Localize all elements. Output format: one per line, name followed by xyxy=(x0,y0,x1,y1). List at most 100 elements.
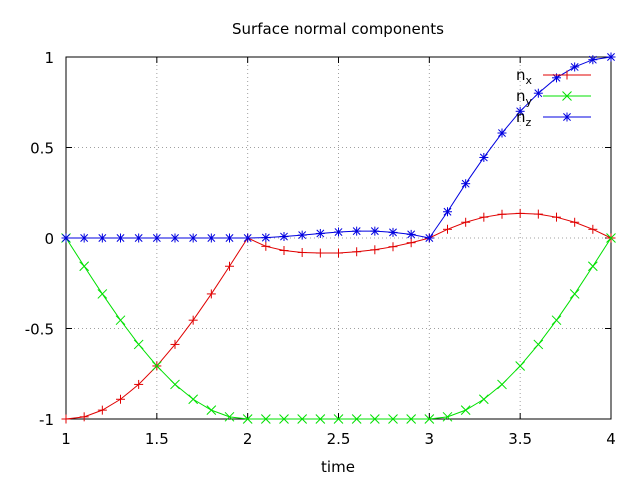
x-tick-label: 3 xyxy=(425,430,435,448)
data-point-z xyxy=(497,128,507,138)
data-point-x xyxy=(461,217,471,227)
data-point-z xyxy=(61,233,71,243)
data-point-x xyxy=(170,339,180,349)
x-tick-label: 4 xyxy=(606,430,616,448)
x-axis-label: time xyxy=(321,458,355,476)
data-point-y xyxy=(170,379,180,390)
data-point-x xyxy=(279,245,289,255)
data-point-x xyxy=(188,315,198,325)
data-point-y xyxy=(424,414,435,424)
data-point-z xyxy=(134,233,144,243)
data-point-y xyxy=(533,339,544,350)
data-point-z xyxy=(570,62,580,72)
data-point-z xyxy=(533,88,543,98)
data-point-y xyxy=(587,261,598,272)
data-point-z xyxy=(406,229,416,239)
data-point-z xyxy=(297,230,307,240)
data-point-y xyxy=(224,411,235,422)
data-point-z xyxy=(116,233,125,243)
data-point-z xyxy=(370,226,380,236)
data-point-z xyxy=(188,233,198,243)
series-z xyxy=(61,52,616,243)
x-tick-label: 1 xyxy=(61,430,71,448)
legend-entry-x: nx xyxy=(516,66,591,87)
data-point-x xyxy=(515,208,525,218)
legend-label: ny xyxy=(516,87,533,108)
data-point-x xyxy=(588,224,598,234)
data-point-y xyxy=(606,233,616,243)
data-point-x xyxy=(370,245,380,255)
data-point-x xyxy=(479,212,489,222)
data-point-z xyxy=(388,227,398,237)
legend-label: nz xyxy=(516,108,532,129)
data-point-y xyxy=(497,379,507,390)
legend-marker xyxy=(562,70,572,80)
x-tick-label: 3.5 xyxy=(508,430,532,448)
data-point-z xyxy=(152,233,162,243)
data-point-z xyxy=(588,55,598,65)
data-point-x xyxy=(297,247,307,257)
tick-labels: 1 1.5 2 2.5 3 3.5 4 -1 -0.5 0 0.5 1 xyxy=(25,49,616,448)
data-point-y xyxy=(260,414,271,424)
data-point-x xyxy=(261,241,271,251)
data-point-x xyxy=(225,261,234,271)
data-point-x xyxy=(315,248,325,258)
data-point-x xyxy=(206,289,216,299)
data-point-y xyxy=(478,394,489,405)
data-point-y xyxy=(115,315,126,326)
data-point-y xyxy=(388,414,398,424)
legend-entry-y: ny xyxy=(516,87,591,108)
data-point-z xyxy=(461,179,471,189)
data-point-x xyxy=(61,414,71,424)
y-tick-label: 1 xyxy=(44,49,54,67)
y-tick-label: 0 xyxy=(44,230,54,248)
series-line-x xyxy=(65,212,612,420)
data-point-y xyxy=(369,414,380,424)
data-point-y xyxy=(151,361,162,371)
data-point-z xyxy=(261,233,271,243)
data-point-x xyxy=(497,209,507,219)
data-point-z xyxy=(79,233,89,243)
y-tick-label: -1 xyxy=(39,411,54,429)
data-point-y xyxy=(460,405,471,415)
data-point-z xyxy=(97,233,107,243)
data-point-y xyxy=(406,414,417,424)
data-point-x xyxy=(552,212,561,222)
data-point-z xyxy=(443,207,452,217)
data-point-y xyxy=(333,414,344,424)
y-tick-label: -0.5 xyxy=(25,321,54,339)
series-y xyxy=(61,233,616,424)
x-tick-label: 2.5 xyxy=(327,430,351,448)
data-point-y xyxy=(242,414,253,424)
data-point-z xyxy=(479,152,489,162)
data-point-y xyxy=(206,405,217,415)
data-point-y xyxy=(569,289,580,299)
data-point-z xyxy=(279,232,289,242)
legend-marker xyxy=(562,112,572,122)
data-point-x xyxy=(97,405,107,415)
data-point-x xyxy=(388,242,398,252)
data-point-x xyxy=(352,247,362,257)
data-point-z xyxy=(424,233,434,243)
data-point-x xyxy=(334,248,343,258)
data-point-z xyxy=(315,228,325,238)
data-point-z xyxy=(606,52,616,62)
data-point-x xyxy=(533,209,543,219)
series-layer xyxy=(61,52,616,424)
legend-marker xyxy=(562,91,572,101)
data-point-x xyxy=(134,379,144,389)
data-point-y xyxy=(279,414,289,424)
data-point-y xyxy=(297,414,308,424)
data-point-y xyxy=(97,289,108,299)
data-point-x xyxy=(443,224,452,234)
data-point-z xyxy=(225,233,234,243)
data-point-z xyxy=(334,227,343,237)
legend-entry-z: nz xyxy=(516,108,591,129)
data-point-z xyxy=(515,106,525,116)
data-point-y xyxy=(515,361,526,371)
legend-label: nx xyxy=(516,66,533,87)
data-point-y xyxy=(315,414,326,424)
data-point-y xyxy=(551,315,562,326)
